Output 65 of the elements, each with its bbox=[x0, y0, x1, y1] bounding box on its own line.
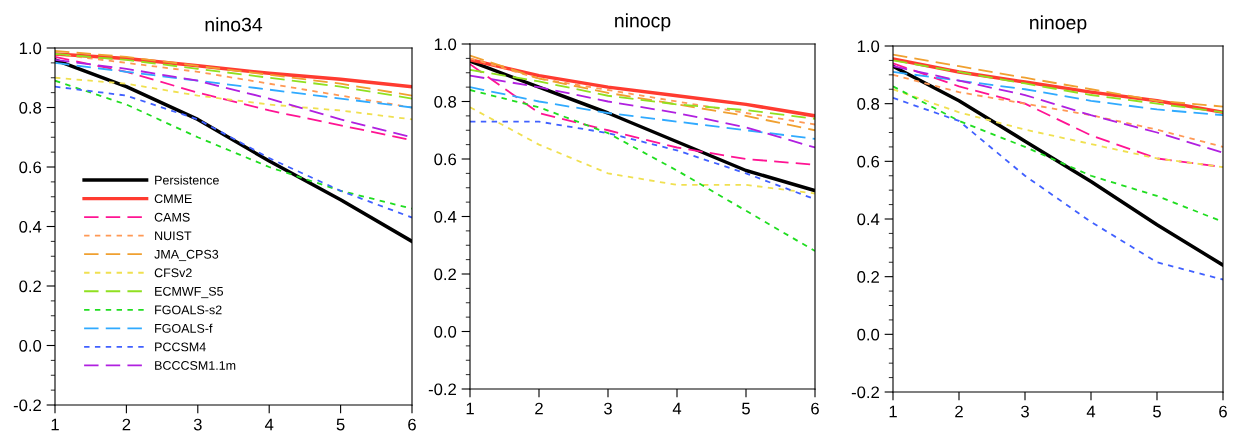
x-tick-label: 2 bbox=[122, 418, 131, 431]
x-tick-label: 5 bbox=[742, 402, 750, 415]
legend-label: FGOALS-s2 bbox=[155, 305, 222, 315]
x-tick-label: 1 bbox=[889, 405, 897, 418]
line-series bbox=[55, 76, 412, 121]
legend-label: Persistence bbox=[155, 175, 219, 185]
legend-label: CMME bbox=[154, 194, 192, 204]
y-tick-label: 0.0 bbox=[857, 328, 880, 341]
legend-label: CFSv2 bbox=[154, 268, 192, 278]
y-tick-label: 0.0 bbox=[19, 339, 42, 352]
chart-title: nino34 bbox=[205, 17, 263, 32]
y-tick-label: 0.6 bbox=[19, 161, 42, 174]
x-tick-label: 3 bbox=[193, 418, 202, 431]
x-tick-label: 2 bbox=[535, 402, 543, 415]
x-tick-label: 3 bbox=[604, 402, 612, 415]
y-tick-label: 1.0 bbox=[19, 42, 42, 55]
y-tick-label: 1.0 bbox=[434, 38, 457, 51]
y-tick-label: 0.4 bbox=[19, 220, 42, 233]
y-tick-label: -0.2 bbox=[13, 399, 41, 412]
x-tick-label: 4 bbox=[1086, 405, 1096, 418]
line-series bbox=[470, 89, 815, 252]
line-series bbox=[893, 73, 1223, 148]
line-series bbox=[470, 106, 815, 195]
y-tick-label: 0.2 bbox=[434, 268, 456, 281]
legend-label: JMA_CPS3 bbox=[154, 249, 219, 262]
y-tick-label: -0.2 bbox=[428, 383, 456, 396]
line-series bbox=[470, 68, 815, 120]
legend-label: ECMWF_S5 bbox=[155, 286, 224, 299]
x-tick-label: 3 bbox=[1021, 405, 1029, 418]
line-series bbox=[470, 74, 815, 149]
y-tick-label: 0.4 bbox=[857, 213, 880, 226]
x-tick-label: 1 bbox=[51, 418, 59, 431]
y-tick-label: 0.2 bbox=[19, 280, 41, 293]
y-tick-label: 0.8 bbox=[857, 98, 880, 110]
legend-label: NUIST bbox=[155, 231, 192, 241]
y-tick-label: 0.2 bbox=[857, 271, 879, 283]
legend-label: FGOALS-f bbox=[155, 323, 213, 333]
x-tick-label: 1 bbox=[466, 402, 474, 415]
x-tick-label: 6 bbox=[1219, 405, 1227, 418]
y-tick-label: 1.0 bbox=[857, 40, 880, 53]
x-tick-label: 6 bbox=[408, 418, 416, 431]
line-series bbox=[893, 65, 1223, 154]
line-series bbox=[470, 86, 815, 140]
x-tick-label: 2 bbox=[955, 405, 963, 418]
y-tick-label: 0.0 bbox=[434, 325, 457, 338]
x-tick-label: 5 bbox=[336, 418, 345, 431]
line-series bbox=[893, 88, 1223, 169]
legend-label: CAMS bbox=[154, 212, 190, 222]
x-tick-label: 4 bbox=[672, 402, 682, 415]
line-series bbox=[893, 71, 1223, 117]
x-tick-label: 6 bbox=[811, 402, 819, 415]
chart-title: ninoep bbox=[1030, 15, 1087, 34]
legend-label: PCCSM4 bbox=[155, 342, 206, 352]
line-series bbox=[893, 96, 1223, 281]
x-tick-label: 4 bbox=[264, 418, 274, 431]
y-tick-label: 0.6 bbox=[434, 153, 457, 166]
line-series bbox=[893, 53, 1223, 108]
x-tick-label: 5 bbox=[1153, 405, 1161, 418]
y-tick-label: 0.8 bbox=[19, 101, 42, 114]
y-tick-label: 0.6 bbox=[857, 155, 880, 168]
legend-label: BCCCSM1.1m bbox=[155, 361, 236, 370]
chart-title: ninocp bbox=[615, 13, 671, 32]
y-tick-label: 0.8 bbox=[434, 95, 457, 108]
y-tick-label: -0.2 bbox=[851, 386, 879, 399]
y-tick-label: 0.4 bbox=[434, 210, 457, 223]
